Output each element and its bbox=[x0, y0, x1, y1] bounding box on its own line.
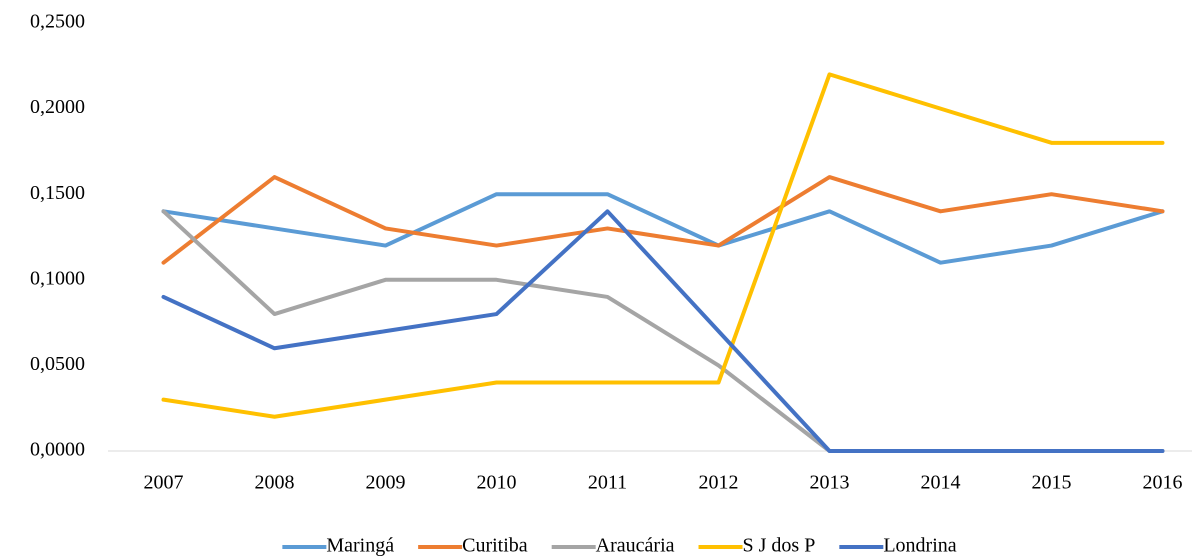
x-tick-label: 2008 bbox=[255, 472, 295, 494]
x-tick-label: 2013 bbox=[810, 472, 850, 494]
y-tick-label: 0,2500 bbox=[30, 11, 85, 33]
y-tick-label: 0,0500 bbox=[30, 353, 85, 375]
y-tick-label: 0,2000 bbox=[30, 96, 85, 118]
x-tick-label: 2010 bbox=[477, 472, 517, 494]
x-tick-label: 2009 bbox=[366, 472, 406, 494]
x-tick-label: 2007 bbox=[144, 472, 184, 494]
y-tick-label: 0,0000 bbox=[30, 439, 85, 461]
x-tick-label: 2016 bbox=[1143, 472, 1183, 494]
x-tick-label: 2012 bbox=[699, 472, 739, 494]
x-tick-label: 2014 bbox=[921, 472, 961, 494]
x-tick-label: 2011 bbox=[588, 472, 627, 494]
legend-label: S J dos P bbox=[743, 535, 816, 557]
y-tick-label: 0,1500 bbox=[30, 182, 85, 204]
y-tick-label: 0,1000 bbox=[30, 267, 85, 289]
series-line bbox=[161, 72, 1165, 419]
legend-label: Curitiba bbox=[462, 535, 528, 557]
legend-label: Londrina bbox=[883, 535, 956, 557]
series-line bbox=[161, 175, 1165, 265]
series-line bbox=[161, 209, 1165, 453]
series-line bbox=[161, 209, 1165, 453]
legend-label: Maringá bbox=[326, 535, 394, 557]
x-tick-label: 2015 bbox=[1032, 472, 1072, 494]
legend-label: Araucária bbox=[596, 535, 675, 557]
series-line bbox=[161, 192, 1165, 265]
